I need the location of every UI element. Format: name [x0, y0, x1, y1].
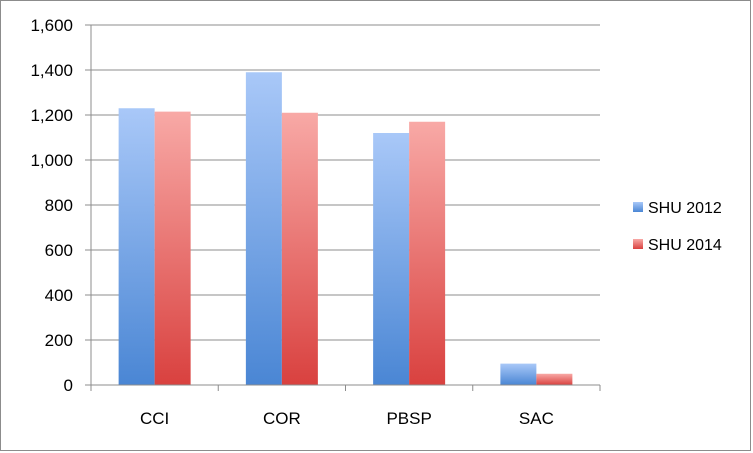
- y-tick-label: 800: [45, 196, 73, 215]
- legend: SHU 2012 SHU 2014: [633, 200, 722, 254]
- legend-swatch: [633, 239, 643, 249]
- bar-sac-series-1: [500, 363, 537, 385]
- x-tick-label: SAC: [519, 409, 554, 428]
- legend-swatch: [633, 202, 643, 212]
- bars: [118, 72, 573, 385]
- bar-cor-series-2: [281, 112, 318, 385]
- y-tick-label: 1,200: [30, 106, 73, 125]
- bar-pbsp-series-2: [409, 121, 446, 385]
- y-tick-label: 1,600: [30, 16, 73, 35]
- bar-cor-series-1: [245, 72, 282, 385]
- y-axis: 0 200 400 600 800 1,000 1,200 1,400 1,600: [30, 16, 92, 395]
- bar-pbsp-series-1: [373, 133, 410, 385]
- y-tick-label: 200: [45, 331, 73, 350]
- x-tick-label: CCI: [140, 409, 169, 428]
- y-tick-label: 1,400: [30, 61, 73, 80]
- legend-label: SHU 2012: [648, 200, 722, 217]
- y-tick-label: 600: [45, 241, 73, 260]
- y-tick-label: 1,000: [30, 151, 73, 170]
- x-axis: CCI COR PBSP SAC: [90, 384, 601, 428]
- x-tick-label: COR: [263, 409, 301, 428]
- bar-cci-series-2: [154, 111, 191, 385]
- bar-sac-series-2: [536, 373, 573, 385]
- legend-label: SHU 2014: [648, 237, 722, 254]
- y-tick-label: 0: [64, 376, 73, 395]
- x-tick-label: PBSP: [386, 409, 431, 428]
- bar-cci-series-1: [118, 108, 155, 385]
- y-tick-label: 400: [45, 286, 73, 305]
